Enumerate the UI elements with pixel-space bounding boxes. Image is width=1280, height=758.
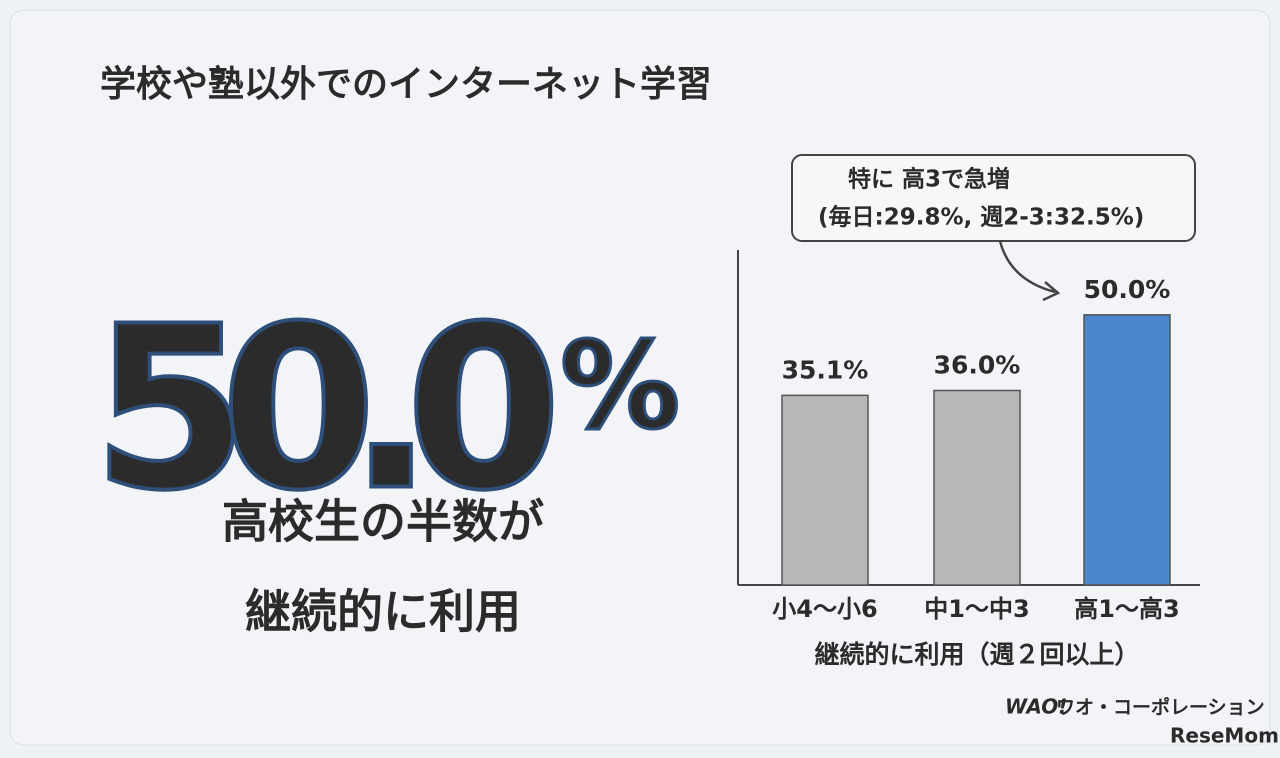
- value-label: 50.0%: [1084, 275, 1171, 304]
- headline-line: 高校生の半数が: [222, 495, 544, 549]
- annotation-text: 特に 高3で急増: [848, 166, 1010, 193]
- annotation-box: [791, 154, 1196, 242]
- annotation-text: (毎日:29.8%, 週2-3:32.5%): [818, 205, 1144, 231]
- headline-line: 継続的に利用: [245, 585, 521, 639]
- x-axis-label: 継続的に利用（週２回以上）: [814, 640, 1139, 669]
- value-label: 35.1%: [782, 355, 869, 384]
- big-number: 50.0: [92, 279, 562, 541]
- bar: [781, 394, 869, 586]
- big-unit: %: [560, 318, 680, 457]
- x-tick-label: 小4～小6: [772, 595, 877, 623]
- title: 学校や塾以外でのインターネット学習: [100, 63, 712, 105]
- bar: [1083, 314, 1171, 586]
- x-tick-label: 高1～高3: [1074, 595, 1179, 623]
- brand-name: ワオ・コーポレーション: [1056, 696, 1265, 719]
- brand-logo: WAO!: [1005, 695, 1067, 719]
- value-label: 36.0%: [934, 350, 1021, 379]
- annotation-arrow: [998, 240, 1056, 294]
- watermark: ReseMom: [1170, 724, 1279, 748]
- bar: [933, 389, 1021, 586]
- x-tick-label: 中1～中3: [924, 595, 1029, 623]
- annotation-arrow-head: [1042, 281, 1061, 302]
